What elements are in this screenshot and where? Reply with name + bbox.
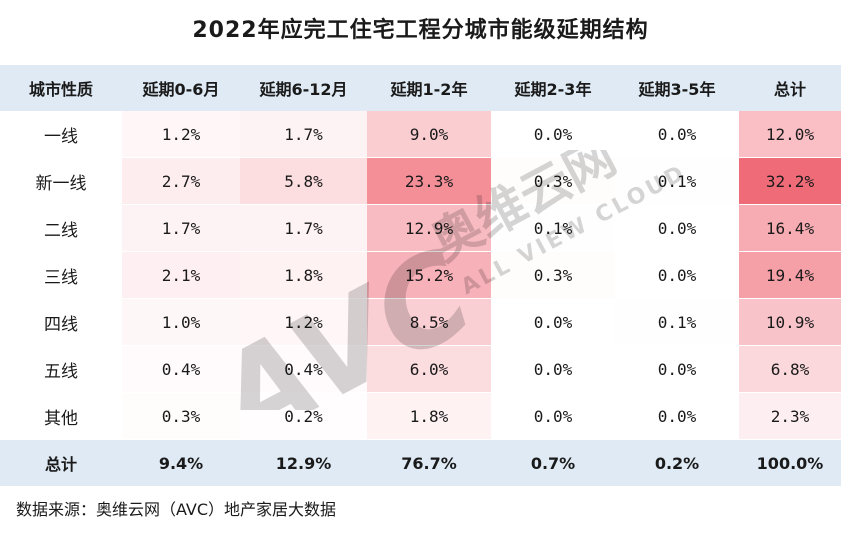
heatmap-row: 四线 1.0% 1.2% 8.5% 0.0% 0.1% 10.9% — [0, 298, 841, 346]
heatmap-cell: 1.8% — [367, 392, 491, 440]
heatmap-cell: 2.1% — [122, 251, 240, 299]
heatmap-row: 一线 1.2% 1.7% 9.0% 0.0% 0.0% 12.0% — [0, 111, 841, 158]
heatmap-cell: 0.1% — [491, 204, 615, 252]
heatmap-cell: 32.2% — [739, 157, 841, 205]
heatmap-cell: 0.4% — [240, 345, 367, 393]
heatmap-cell: 1.2% — [240, 298, 367, 346]
heatmap-cell: 0.0% — [615, 111, 739, 158]
chart-title: 2022年应完工住宅工程分城市能级延期结构 — [192, 18, 649, 43]
column-header: 延期3-5年 — [615, 65, 739, 111]
heatmap-cell: 0.0% — [491, 345, 615, 393]
column-header: 延期2-3年 — [491, 65, 615, 111]
heatmap-cell: 0.0% — [615, 392, 739, 440]
heatmap-cell: 2.3% — [739, 392, 841, 440]
heatmap-cell: 12.9% — [367, 204, 491, 252]
heatmap-cell: 0.3% — [491, 157, 615, 205]
heatmap-cell: 0.0% — [615, 251, 739, 299]
data-source-note: 数据来源：奥维云网（AVC）地产家居大数据 — [16, 500, 337, 519]
heatmap-cell: 0.0% — [491, 392, 615, 440]
heatmap-cell: 1.2% — [122, 111, 240, 158]
row-label: 其他 — [0, 392, 122, 440]
heatmap-cell: 0.0% — [491, 298, 615, 346]
heatmap-cell: 10.9% — [739, 298, 841, 346]
heatmap-body: 一线 1.2% 1.7% 9.0% 0.0% 0.0% 12.0% 新一线 2.7% 5.8% 23… — [0, 111, 841, 440]
heatmap-cell: 23.3% — [367, 157, 491, 205]
heatmap-cell: 6.8% — [739, 345, 841, 393]
heatmap-cell: 0.1% — [615, 298, 739, 346]
heatmap-row: 三线 2.1% 1.8% 15.2% 0.3% 0.0% 19.4% — [0, 251, 841, 299]
column-header: 总计 — [739, 65, 841, 111]
heatmap-cell: 1.7% — [240, 204, 367, 252]
column-header: 延期1-2年 — [367, 65, 491, 111]
total-cell: 12.9% — [240, 439, 367, 486]
heatmap-cell: 6.0% — [367, 345, 491, 393]
heatmap-cell: 1.0% — [122, 298, 240, 346]
total-row: 总计 9.4% 12.9% 76.7% 0.7% 0.2% 100.0% — [0, 439, 841, 486]
heatmap-cell: 16.4% — [739, 204, 841, 252]
row-label: 新一线 — [0, 157, 122, 205]
heatmap-row: 其他 0.3% 0.2% 1.8% 0.0% 0.0% 2.3% — [0, 392, 841, 440]
heatmap-cell: 1.7% — [122, 204, 240, 252]
heatmap-cell: 15.2% — [367, 251, 491, 299]
corner-header: 城市性质 — [0, 65, 122, 111]
heatmap-cell: 0.3% — [491, 251, 615, 299]
total-cell: 76.7% — [367, 439, 491, 486]
row-label: 五线 — [0, 345, 122, 393]
heatmap-cell: 8.5% — [367, 298, 491, 346]
heatmap-cell: 5.8% — [240, 157, 367, 205]
heatmap-cell: 1.8% — [240, 251, 367, 299]
heatmap-table: 城市性质 延期0-6月 延期6-12月 延期1-2年 延期2-3年 延期3-5年… — [0, 65, 841, 486]
heatmap-cell: 0.0% — [491, 111, 615, 158]
column-header: 延期6-12月 — [240, 65, 367, 111]
row-label: 二线 — [0, 204, 122, 252]
heatmap-row: 五线 0.4% 0.4% 6.0% 0.0% 0.0% 6.8% — [0, 345, 841, 393]
total-cell: 0.7% — [491, 439, 615, 486]
heatmap-cell: 1.7% — [240, 111, 367, 158]
heatmap-cell: 0.2% — [240, 392, 367, 440]
heatmap-row: 二线 1.7% 1.7% 12.9% 0.1% 0.0% 16.4% — [0, 204, 841, 252]
header-row: 城市性质 延期0-6月 延期6-12月 延期1-2年 延期2-3年 延期3-5年… — [0, 65, 841, 111]
heatmap-cell: 0.0% — [615, 345, 739, 393]
column-header: 延期0-6月 — [122, 65, 240, 111]
heatmap-cell: 0.0% — [615, 204, 739, 252]
heatmap-row: 新一线 2.7% 5.8% 23.3% 0.3% 0.1% 32.2% — [0, 157, 841, 205]
total-cell: 100.0% — [739, 439, 841, 486]
heatmap-cell: 2.7% — [122, 157, 240, 205]
row-label: 四线 — [0, 298, 122, 346]
heatmap-cell: 0.3% — [122, 392, 240, 440]
heatmap-cell: 12.0% — [739, 111, 841, 158]
heatmap-cell: 0.4% — [122, 345, 240, 393]
row-label: 一线 — [0, 111, 122, 158]
heatmap-cell: 19.4% — [739, 251, 841, 299]
row-label: 三线 — [0, 251, 122, 299]
heatmap-cell: 0.1% — [615, 157, 739, 205]
heatmap-cell: 9.0% — [367, 111, 491, 158]
total-cell: 9.4% — [122, 439, 240, 486]
total-row-label: 总计 — [0, 439, 122, 486]
total-cell: 0.2% — [615, 439, 739, 486]
